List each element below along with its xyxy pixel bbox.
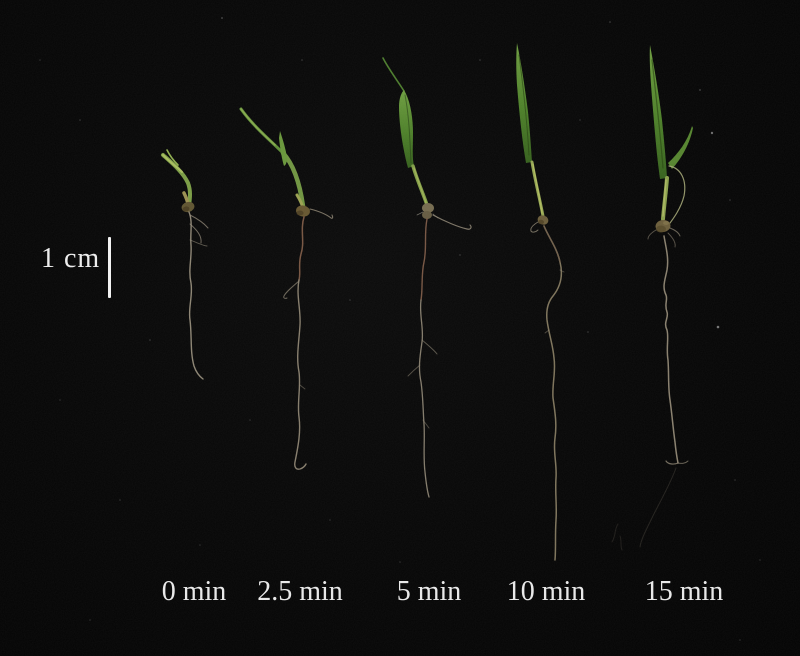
scale-bar-label: 1 cm xyxy=(41,243,101,274)
time-label-0min: 0 min xyxy=(161,576,227,607)
scale-bar-line xyxy=(108,237,111,298)
time-label-15min: 15 min xyxy=(644,576,724,607)
time-label-10min: 10 min xyxy=(506,576,586,607)
time-label-2-5min: 2.5 min xyxy=(257,576,343,607)
time-label-5min: 5 min xyxy=(396,576,462,607)
